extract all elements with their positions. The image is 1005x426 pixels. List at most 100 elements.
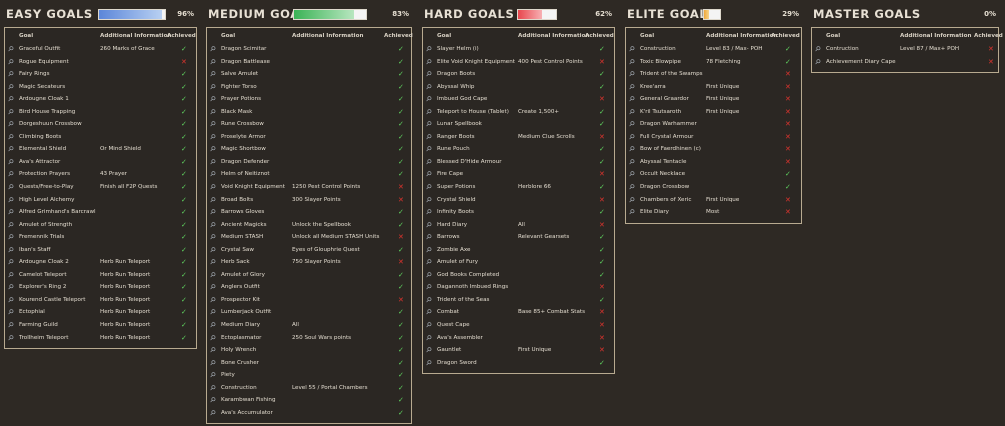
magnifier-icon[interactable]: ⚲ xyxy=(207,44,218,54)
magnifier-icon[interactable]: ⚲ xyxy=(5,245,16,255)
magnifier-icon[interactable]: ⚲ xyxy=(207,169,218,180)
magnifier-icon[interactable]: ⚲ xyxy=(207,94,218,104)
magnifier-icon[interactable]: ⚲ xyxy=(5,69,16,79)
magnifier-icon[interactable]: ⚲ xyxy=(5,307,16,318)
magnifier-icon[interactable]: ⚲ xyxy=(423,56,434,67)
magnifier-icon[interactable]: ⚲ xyxy=(423,69,434,79)
magnifier-icon[interactable]: ⚲ xyxy=(626,107,637,117)
magnifier-icon[interactable]: ⚲ xyxy=(207,345,218,355)
magnifier-icon[interactable]: ⚲ xyxy=(207,232,218,242)
magnifier-icon[interactable]: ⚲ xyxy=(423,345,434,355)
magnifier-icon[interactable]: ⚲ xyxy=(423,119,434,129)
magnifier-icon[interactable]: ⚲ xyxy=(626,119,637,129)
magnifier-icon[interactable]: ⚲ xyxy=(5,157,16,167)
magnifier-icon[interactable]: ⚲ xyxy=(207,307,218,318)
magnifier-icon[interactable]: ⚲ xyxy=(207,257,218,267)
magnifier-icon[interactable]: ⚲ xyxy=(423,107,434,117)
magnifier-icon[interactable]: ⚲ xyxy=(626,169,637,180)
magnifier-icon[interactable]: ⚲ xyxy=(207,207,218,217)
magnifier-icon[interactable]: ⚲ xyxy=(626,194,637,205)
magnifier-icon[interactable]: ⚲ xyxy=(207,295,218,305)
magnifier-icon[interactable]: ⚲ xyxy=(207,56,218,67)
magnifier-icon[interactable]: ⚲ xyxy=(207,270,218,280)
magnifier-icon[interactable]: ⚲ xyxy=(423,220,434,230)
magnifier-icon[interactable]: ⚲ xyxy=(207,119,218,129)
goal-name: Dragon Battleaxe xyxy=(221,58,270,65)
magnifier-icon[interactable]: ⚲ xyxy=(626,182,637,192)
magnifier-icon[interactable]: ⚲ xyxy=(5,119,16,129)
magnifier-icon[interactable]: ⚲ xyxy=(626,81,637,92)
magnifier-icon[interactable]: ⚲ xyxy=(423,169,434,180)
magnifier-icon[interactable]: ⚲ xyxy=(423,81,434,92)
magnifier-icon[interactable]: ⚲ xyxy=(5,44,16,54)
magnifier-icon[interactable]: ⚲ xyxy=(5,295,16,305)
magnifier-icon[interactable]: ⚲ xyxy=(812,56,823,67)
magnifier-icon[interactable]: ⚲ xyxy=(5,320,16,330)
magnifier-icon[interactable]: ⚲ xyxy=(423,44,434,54)
magnifier-icon[interactable]: ⚲ xyxy=(5,194,16,205)
magnifier-icon[interactable]: ⚲ xyxy=(423,132,434,142)
magnifier-icon[interactable]: ⚲ xyxy=(207,107,218,117)
magnifier-icon[interactable]: ⚲ xyxy=(207,395,218,405)
magnifier-icon[interactable]: ⚲ xyxy=(423,232,434,242)
magnifier-icon[interactable]: ⚲ xyxy=(207,320,218,330)
magnifier-icon[interactable]: ⚲ xyxy=(5,282,16,293)
magnifier-icon[interactable]: ⚲ xyxy=(207,370,218,380)
magnifier-icon[interactable]: ⚲ xyxy=(5,94,16,104)
magnifier-icon[interactable]: ⚲ xyxy=(5,81,16,92)
magnifier-icon[interactable]: ⚲ xyxy=(207,157,218,167)
magnifier-icon[interactable]: ⚲ xyxy=(423,182,434,192)
magnifier-icon[interactable]: ⚲ xyxy=(5,220,16,230)
magnifier-icon[interactable]: ⚲ xyxy=(423,332,434,343)
magnifier-icon[interactable]: ⚲ xyxy=(423,157,434,167)
magnifier-icon[interactable]: ⚲ xyxy=(812,44,823,54)
magnifier-icon[interactable]: ⚲ xyxy=(423,270,434,280)
magnifier-icon[interactable]: ⚲ xyxy=(5,182,16,192)
goal-name: Dragon Defender xyxy=(221,158,270,165)
magnifier-icon[interactable]: ⚲ xyxy=(626,94,637,104)
magnifier-icon[interactable]: ⚲ xyxy=(5,332,16,343)
magnifier-icon[interactable]: ⚲ xyxy=(5,144,16,155)
table-row: ⚲ Quests/Free-to-Play Finish all F2P Quest… xyxy=(5,181,196,194)
magnifier-icon[interactable]: ⚲ xyxy=(5,270,16,280)
magnifier-icon[interactable]: ⚲ xyxy=(207,408,218,418)
magnifier-icon[interactable]: ⚲ xyxy=(423,307,434,318)
magnifier-icon[interactable]: ⚲ xyxy=(207,132,218,142)
magnifier-icon[interactable]: ⚲ xyxy=(207,332,218,343)
magnifier-icon[interactable]: ⚲ xyxy=(423,207,434,217)
magnifier-icon[interactable]: ⚲ xyxy=(5,132,16,142)
magnifier-icon[interactable]: ⚲ xyxy=(626,44,637,54)
magnifier-icon[interactable]: ⚲ xyxy=(626,56,637,67)
magnifier-icon[interactable]: ⚲ xyxy=(5,56,16,67)
magnifier-icon[interactable]: ⚲ xyxy=(423,245,434,255)
magnifier-icon[interactable]: ⚲ xyxy=(423,295,434,305)
magnifier-icon[interactable]: ⚲ xyxy=(207,69,218,79)
goal-info: Herb Run Teleport xyxy=(100,259,151,266)
magnifier-icon[interactable]: ⚲ xyxy=(423,144,434,155)
magnifier-icon[interactable]: ⚲ xyxy=(626,157,637,167)
magnifier-icon[interactable]: ⚲ xyxy=(423,320,434,330)
magnifier-icon[interactable]: ⚲ xyxy=(207,144,218,155)
magnifier-icon[interactable]: ⚲ xyxy=(5,169,16,180)
magnifier-icon[interactable]: ⚲ xyxy=(207,282,218,293)
magnifier-icon[interactable]: ⚲ xyxy=(5,107,16,117)
magnifier-icon[interactable]: ⚲ xyxy=(423,194,434,205)
magnifier-icon[interactable]: ⚲ xyxy=(207,182,218,192)
magnifier-icon[interactable]: ⚲ xyxy=(5,232,16,242)
magnifier-icon[interactable]: ⚲ xyxy=(626,207,637,217)
magnifier-icon[interactable]: ⚲ xyxy=(207,383,218,393)
magnifier-icon[interactable]: ⚲ xyxy=(423,257,434,267)
magnifier-icon[interactable]: ⚲ xyxy=(207,220,218,230)
magnifier-icon[interactable]: ⚲ xyxy=(207,358,218,368)
magnifier-icon[interactable]: ⚲ xyxy=(626,144,637,155)
magnifier-icon[interactable]: ⚲ xyxy=(207,245,218,255)
magnifier-icon[interactable]: ⚲ xyxy=(207,81,218,92)
magnifier-icon[interactable]: ⚲ xyxy=(423,358,434,368)
magnifier-icon[interactable]: ⚲ xyxy=(207,194,218,205)
magnifier-icon[interactable]: ⚲ xyxy=(626,132,637,142)
magnifier-icon[interactable]: ⚲ xyxy=(423,282,434,293)
magnifier-icon[interactable]: ⚲ xyxy=(626,69,637,79)
magnifier-icon[interactable]: ⚲ xyxy=(423,94,434,104)
magnifier-icon[interactable]: ⚲ xyxy=(5,207,16,217)
magnifier-icon[interactable]: ⚲ xyxy=(5,257,16,267)
